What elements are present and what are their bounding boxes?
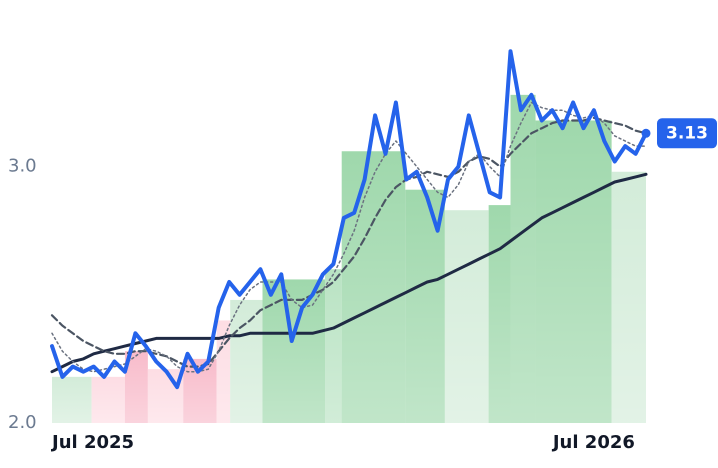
series-line	[50, 172, 648, 374]
series-line	[51, 101, 647, 373]
y-tick-label: 2.0	[8, 412, 37, 433]
x-tick-label: Jul 2025	[50, 432, 134, 453]
last-value-badge	[657, 118, 717, 149]
band-fade	[91, 376, 125, 423]
band-fade	[341, 151, 406, 423]
band-fade	[488, 205, 511, 423]
band-fade	[52, 376, 92, 423]
band-fade	[325, 269, 342, 423]
band-fade	[124, 351, 148, 423]
band-fade	[230, 299, 263, 423]
band-fade	[611, 171, 646, 423]
series-line	[50, 49, 648, 390]
x-tick-label: Jul 2026	[551, 432, 635, 453]
band-fade	[262, 279, 326, 423]
band-fade	[444, 210, 489, 423]
band-fade	[535, 120, 612, 423]
y-tick-label: 3.0	[8, 156, 37, 177]
band-fade	[216, 320, 231, 423]
band-fade	[147, 369, 184, 423]
last-point	[641, 128, 651, 138]
last-value-label: 3.13	[666, 123, 708, 143]
band-fade	[510, 94, 536, 423]
